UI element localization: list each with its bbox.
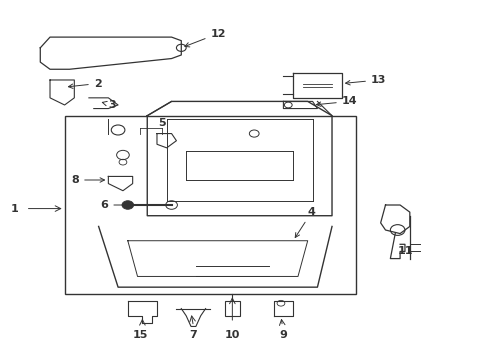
Bar — [64, 116, 356, 294]
Text: 9: 9 — [279, 330, 287, 341]
Text: 5: 5 — [158, 118, 165, 128]
Text: 8: 8 — [71, 175, 104, 185]
Text: 15: 15 — [132, 330, 147, 341]
Text: 11: 11 — [396, 247, 412, 256]
Text: 6: 6 — [100, 200, 133, 210]
Text: 13: 13 — [345, 75, 386, 85]
Text: 12: 12 — [184, 28, 225, 47]
Text: 14: 14 — [316, 96, 357, 107]
Text: 2: 2 — [68, 78, 102, 89]
Text: 4: 4 — [295, 207, 315, 238]
Bar — [224, 301, 239, 316]
Circle shape — [122, 201, 133, 209]
Text: 10: 10 — [224, 330, 240, 341]
Text: 7: 7 — [189, 330, 197, 341]
Text: 3: 3 — [102, 100, 116, 110]
Text: 1: 1 — [11, 203, 19, 213]
